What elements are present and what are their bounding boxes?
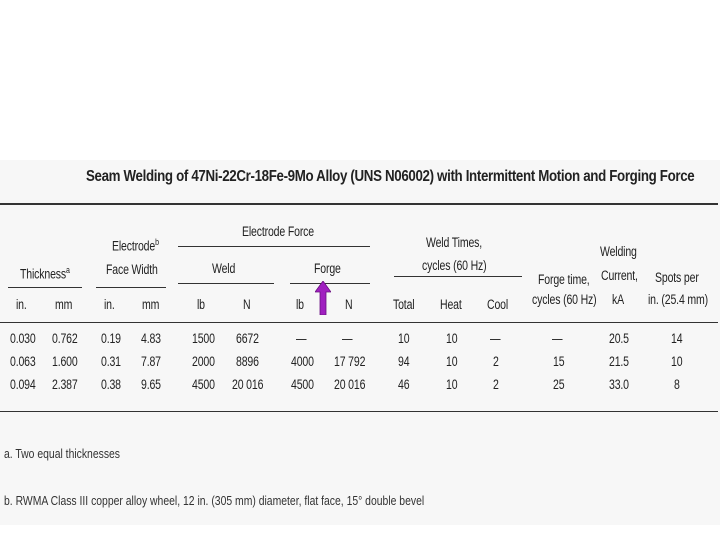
cell-width-in: 0.19: [101, 331, 121, 346]
weld-times-rule: [394, 276, 522, 277]
header-weld-times: Weld Times,: [426, 235, 483, 250]
cell-thickness-in: 0.094: [10, 377, 36, 392]
header-current: Current,: [601, 268, 638, 283]
unit-weld-n: N: [243, 297, 251, 312]
unit-weld-lb: lb: [197, 297, 205, 312]
cell-total: 10: [398, 331, 410, 346]
cell-forge-time: 25: [553, 377, 565, 392]
cell-weld-n: 8896: [236, 354, 259, 369]
unit-width-in: in.: [104, 297, 115, 312]
cell-width-mm: 7.87: [141, 354, 161, 369]
unit-thickness-in: in.: [16, 297, 27, 312]
cell-weld-n: 20 016: [232, 377, 264, 392]
header-face-width: Face Width: [106, 262, 158, 277]
cell-thickness-mm: 0.762: [52, 331, 78, 346]
arrow-up-icon: [315, 281, 331, 315]
table-title: Seam Welding of 47Ni-22Cr-18Fe-9Mo Alloy…: [86, 168, 695, 185]
cell-cool: 2: [493, 354, 499, 369]
cell-forge-time: —: [552, 331, 563, 346]
header-weld-times-cycles: cycles (60 Hz): [422, 258, 487, 273]
thickness-rule: [8, 287, 82, 288]
cell-forge-lb: —: [296, 331, 307, 346]
cell-width-in: 0.38: [101, 377, 121, 392]
cell-forge-n: —: [342, 331, 353, 346]
header-electrode-force: Electrode Force: [242, 224, 314, 239]
cell-weld-lb: 2000: [192, 354, 215, 369]
unit-forge-n: N: [345, 297, 353, 312]
cell-forge-n: 17 792: [334, 354, 366, 369]
cell-thickness-in: 0.063: [10, 354, 36, 369]
header-weld: Weld: [212, 261, 236, 276]
header-spots-unit: in. (25.4 mm): [648, 292, 708, 307]
cell-current: 21.5: [609, 354, 629, 369]
header-thickness: Thicknessa: [20, 265, 70, 282]
header-forge-time: Forge time,: [538, 272, 590, 287]
cell-weld-lb: 1500: [192, 331, 215, 346]
unit-row-rule: [0, 322, 718, 323]
cell-cool: 2: [493, 377, 499, 392]
cell-weld-n: 6672: [236, 331, 259, 346]
cell-current: 20.5: [609, 331, 629, 346]
weld-rule: [178, 283, 274, 284]
header-spots-per: Spots per: [655, 270, 699, 285]
cell-thickness-in: 0.030: [10, 331, 36, 346]
cell-current: 33.0: [609, 377, 629, 392]
unit-thickness-mm: mm: [55, 297, 73, 312]
cell-forge-n: 20 016: [334, 377, 366, 392]
unit-heat: Heat: [440, 297, 462, 312]
electrode-force-rule: [178, 246, 370, 247]
cell-heat: 10: [446, 377, 458, 392]
cell-cool: —: [490, 331, 501, 346]
cell-width-in: 0.31: [101, 354, 121, 369]
cell-heat: 10: [446, 354, 458, 369]
unit-width-mm: mm: [142, 297, 160, 312]
header-welding: Welding: [600, 244, 637, 259]
cell-heat: 10: [446, 331, 458, 346]
face-width-rule: [96, 287, 166, 288]
unit-total: Total: [393, 297, 415, 312]
footnote-b: b. RWMA Class III copper alloy wheel, 12…: [4, 493, 425, 508]
unit-cool: Cool: [487, 297, 509, 312]
cell-width-mm: 9.65: [141, 377, 161, 392]
forge-rule: [290, 283, 370, 284]
cell-spots: 14: [671, 331, 683, 346]
cell-width-mm: 4.83: [141, 331, 161, 346]
cell-forge-time: 15: [553, 354, 565, 369]
cell-spots: 10: [671, 354, 683, 369]
cell-total: 46: [398, 377, 410, 392]
cell-weld-lb: 4500: [192, 377, 215, 392]
cell-spots: 8: [674, 377, 680, 392]
cell-thickness-mm: 2.387: [52, 377, 78, 392]
header-ka: kA: [612, 292, 624, 307]
cell-forge-lb: 4500: [291, 377, 314, 392]
header-forge-time-cycles: cycles (60 Hz): [532, 292, 597, 307]
header-forge: Forge: [314, 261, 341, 276]
cell-total: 94: [398, 354, 410, 369]
scanned-table-area: [0, 160, 720, 525]
header-electrode: Electrodeb: [112, 237, 159, 254]
cell-forge-lb: 4000: [291, 354, 314, 369]
footnote-a: a. Two equal thicknesses: [4, 446, 121, 461]
bottom-rule: [0, 411, 718, 412]
cell-thickness-mm: 1.600: [52, 354, 78, 369]
unit-forge-lb: lb: [296, 297, 304, 312]
top-rule: [0, 203, 718, 205]
